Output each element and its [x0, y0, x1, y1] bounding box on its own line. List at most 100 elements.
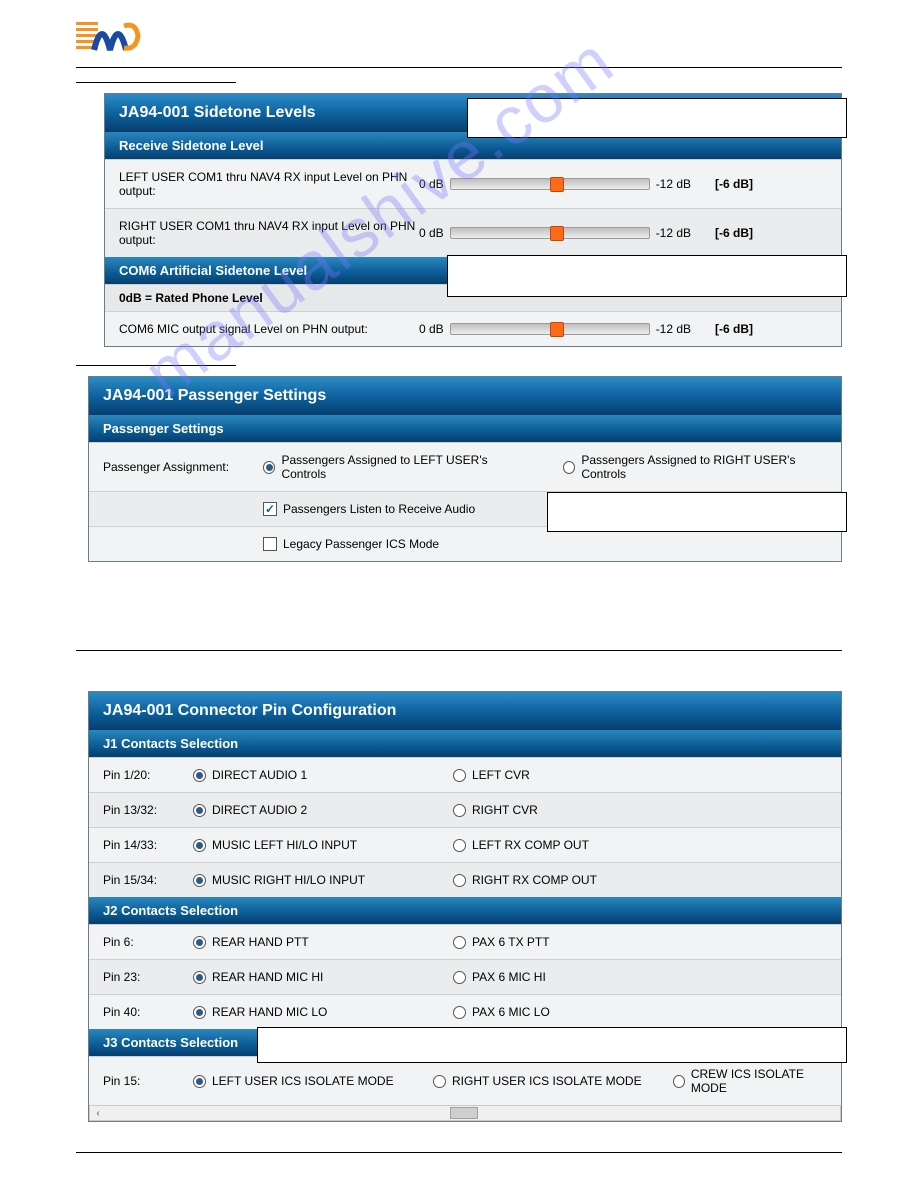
checkbox-option[interactable]: Legacy Passenger ICS Mode — [263, 537, 543, 551]
slider-row: COM6 MIC output signal Level on PHN outp… — [105, 311, 841, 346]
radio-option[interactable]: Passengers Assigned to LEFT USER's Contr… — [263, 453, 523, 481]
radio-option[interactable]: MUSIC LEFT HI/LO INPUT — [193, 838, 453, 852]
slider-label: COM6 MIC output signal Level on PHN outp… — [119, 322, 419, 336]
radio-icon[interactable] — [193, 874, 206, 887]
radio-label: LEFT CVR — [472, 768, 530, 782]
checkbox-label: Legacy Passenger ICS Mode — [283, 537, 439, 551]
checkbox-option[interactable]: ✓ Passengers Listen to Receive Audio — [263, 502, 543, 516]
radio-icon[interactable] — [193, 1006, 206, 1019]
radio-option[interactable]: PAX 6 TX PTT — [453, 935, 827, 949]
panel-subtitle: Passenger Settings — [89, 415, 841, 442]
sidetone-slider[interactable] — [450, 323, 650, 335]
panel-subtitle: COM6 Artificial Sidetone Level — [105, 257, 841, 284]
radio-option[interactable]: LEFT RX COMP OUT — [453, 838, 827, 852]
radio-label: DIRECT AUDIO 2 — [212, 803, 307, 817]
radio-option[interactable]: Passengers Assigned to RIGHT USER's Cont… — [563, 453, 827, 481]
radio-option[interactable]: REAR HAND PTT — [193, 935, 453, 949]
slider-row: RIGHT USER COM1 thru NAV4 RX input Level… — [105, 208, 841, 257]
horizontal-scrollbar[interactable]: ‹ — [89, 1105, 841, 1121]
radio-icon[interactable] — [433, 1075, 446, 1088]
pin-label: Pin 13/32: — [103, 803, 193, 817]
radio-label: REAR HAND PTT — [212, 935, 309, 949]
radio-option[interactable]: REAR HAND MIC LO — [193, 1005, 453, 1019]
radio-option[interactable]: RIGHT USER ICS ISOLATE MODE — [433, 1074, 673, 1088]
radio-option[interactable]: MUSIC RIGHT HI/LO INPUT — [193, 873, 453, 887]
slider-value: [-6 dB] — [715, 322, 753, 336]
radio-icon[interactable] — [263, 461, 275, 474]
radio-label: LEFT RX COMP OUT — [472, 838, 589, 852]
slider-thumb[interactable] — [550, 226, 564, 241]
radio-icon[interactable] — [453, 971, 466, 984]
radio-icon[interactable] — [193, 1075, 206, 1088]
annotation-box — [447, 255, 847, 297]
radio-icon[interactable] — [453, 936, 466, 949]
radio-icon[interactable] — [453, 804, 466, 817]
scroll-thumb[interactable] — [450, 1107, 478, 1119]
scroll-left-icon[interactable]: ‹ — [90, 1106, 106, 1120]
connector-pin-panel: JA94-001 Connector Pin Configuration J1 … — [88, 691, 842, 1122]
radio-option[interactable]: PAX 6 MIC HI — [453, 970, 827, 984]
radio-option[interactable]: CREW ICS ISOLATE MODE — [673, 1067, 827, 1095]
slider-thumb[interactable] — [550, 177, 564, 192]
pin-row: Pin 15/34:MUSIC RIGHT HI/LO INPUTRIGHT R… — [89, 862, 841, 897]
pin-row: Pin 6: REAR HAND PTT PAX 6 TX PTT — [89, 924, 841, 959]
sidetone-slider[interactable] — [450, 178, 650, 190]
assignment-label: Passenger Assignment: — [103, 460, 263, 474]
radio-label: PAX 6 MIC LO — [472, 1005, 550, 1019]
checkbox-icon[interactable] — [263, 537, 277, 551]
checkbox-icon[interactable]: ✓ — [263, 502, 277, 516]
radio-icon[interactable] — [453, 874, 466, 887]
slider-thumb[interactable] — [550, 322, 564, 337]
pin-row: Pin 13/32: DIRECT AUDIO 2 RIGHT CVR — [89, 792, 841, 827]
header — [76, 18, 842, 68]
radio-label: RIGHT USER ICS ISOLATE MODE — [452, 1074, 642, 1088]
radio-label: REAR HAND MIC LO — [212, 1005, 327, 1019]
radio-option[interactable]: REAR HAND MIC HI — [193, 970, 453, 984]
radio-option[interactable]: LEFT USER ICS ISOLATE MODE — [193, 1074, 433, 1088]
radio-label: MUSIC RIGHT HI/LO INPUT — [212, 873, 365, 887]
sidetone-levels-panel: JA94-001 Sidetone Levels Receive Sideton… — [104, 93, 842, 347]
slider-value: [-6 dB] — [715, 226, 753, 240]
radio-icon[interactable] — [193, 804, 206, 817]
radio-label: CREW ICS ISOLATE MODE — [691, 1067, 827, 1095]
radio-icon[interactable] — [453, 769, 466, 782]
radio-icon[interactable] — [563, 461, 575, 474]
sidetone-slider[interactable] — [450, 227, 650, 239]
pin-label: Pin 6: — [103, 935, 193, 949]
radio-label: PAX 6 MIC HI — [472, 970, 546, 984]
section-divider — [76, 82, 236, 83]
slider-label: RIGHT USER COM1 thru NAV4 RX input Level… — [119, 219, 419, 247]
assignment-row: Passenger Assignment: Passengers Assigne… — [89, 442, 841, 491]
pin-label: Pin 14/33: — [103, 838, 193, 852]
radio-label: RIGHT CVR — [472, 803, 538, 817]
checkbox-row: ✓ Passengers Listen to Receive Audio — [89, 491, 841, 526]
radio-option[interactable]: DIRECT AUDIO 2 — [193, 803, 453, 817]
radio-icon[interactable] — [193, 839, 206, 852]
radio-label: MUSIC LEFT HI/LO INPUT — [212, 838, 357, 852]
slider-max: -12 dB — [656, 322, 691, 336]
slider-row: LEFT USER COM1 thru NAV4 RX input Level … — [105, 159, 841, 208]
radio-icon[interactable] — [193, 769, 206, 782]
company-logo — [76, 18, 148, 56]
pin-row: Pin 14/33: MUSIC LEFT HI/LO INPUT LEFT RX … — [89, 827, 841, 862]
radio-option[interactable]: RIGHT RX COMP OUT — [453, 873, 827, 887]
radio-icon[interactable] — [453, 1006, 466, 1019]
radio-option[interactable]: RIGHT CVR — [453, 803, 827, 817]
j2-subtitle: J2 Contacts Selection — [89, 897, 841, 924]
radio-label: RIGHT RX COMP OUT — [472, 873, 597, 887]
radio-icon[interactable] — [673, 1075, 685, 1088]
radio-icon[interactable] — [193, 971, 206, 984]
radio-icon[interactable] — [453, 839, 466, 852]
checkbox-label: Passengers Listen to Receive Audio — [283, 502, 475, 516]
radio-option[interactable]: PAX 6 MIC LO — [453, 1005, 827, 1019]
radio-option[interactable]: LEFT CVR — [453, 768, 827, 782]
radio-label: REAR HAND MIC HI — [212, 970, 323, 984]
annotation-box — [547, 492, 847, 532]
slider-min: 0 dB — [419, 177, 444, 191]
j3-subtitle: J3 Contacts Selection — [89, 1029, 841, 1056]
section-divider — [76, 650, 842, 651]
radio-option[interactable]: DIRECT AUDIO 1 — [193, 768, 453, 782]
radio-icon[interactable] — [193, 936, 206, 949]
radio-label: Passengers Assigned to LEFT USER's Contr… — [281, 453, 523, 481]
pin-label: Pin 40: — [103, 1005, 193, 1019]
